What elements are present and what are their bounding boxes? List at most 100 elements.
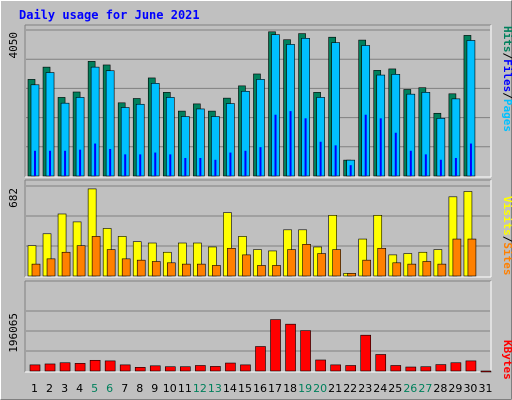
legend-part: Hits	[501, 26, 512, 53]
x-tick-label: 17	[268, 382, 282, 395]
x-tick-label: 18	[283, 382, 297, 395]
bar-sites-day-12	[197, 263, 206, 277]
bar-kbytes-day-9	[149, 365, 161, 372]
panel-legend-label: KBytes	[501, 340, 512, 380]
x-tick-label: 25	[388, 382, 402, 395]
panel-legend-label: Visits/Sites	[501, 196, 512, 276]
bar-pages-day-16	[259, 147, 262, 176]
bar-kbytes-day-26	[405, 366, 417, 372]
x-tick-label: 27	[418, 382, 432, 395]
x-tick-label: 30	[463, 382, 477, 395]
x-tick-label: 4	[76, 382, 83, 395]
bar-sites-day-2	[46, 258, 56, 277]
bar-pages-day-29	[454, 157, 457, 176]
bar-kbytes-day-12	[195, 365, 206, 372]
bar-kbytes-day-14	[225, 362, 236, 372]
bar-sites-day-10	[166, 262, 176, 277]
bar-sites-day-4	[76, 245, 86, 277]
legend-part: /	[501, 236, 512, 243]
bar-pages-day-23	[364, 114, 367, 176]
bar-sites-day-28	[437, 263, 447, 277]
bar-kbytes-day-17	[270, 319, 281, 372]
x-tick-label: 24	[373, 382, 387, 395]
bar-kbytes-day-28	[435, 364, 447, 372]
bar-kbytes-day-29	[450, 362, 462, 372]
bar-kbytes-day-6	[104, 360, 116, 372]
bar-kbytes-day-20	[315, 359, 326, 372]
bar-kbytes-day-16	[255, 346, 266, 372]
panel-visits-sites: 682 Visits/Sites	[7, 179, 512, 278]
bar-pages-day-8	[139, 154, 142, 176]
bar-pages-day-27	[424, 154, 427, 176]
bar-sites-day-11	[182, 263, 191, 277]
chart-title: Daily usage for June 2021	[19, 8, 200, 22]
bar-sites-day-30	[467, 238, 477, 277]
bar-pages-day-10	[169, 154, 172, 176]
x-tick-label: 29	[448, 382, 462, 395]
legend-part: Visits	[501, 196, 512, 236]
bar-kbytes-day-1	[29, 364, 41, 372]
bar-sites-day-29	[452, 238, 462, 277]
bar-pages-day-5	[94, 143, 97, 176]
panel-kbytes: 196065 KBytes	[7, 280, 512, 380]
bar-kbytes-day-25	[390, 365, 402, 372]
bar-sites-day-9	[151, 261, 161, 277]
bar-kbytes-day-19	[300, 330, 311, 372]
panel-max-label: 4050	[7, 32, 20, 59]
bar-sites-day-25	[392, 262, 402, 277]
bar-pages-day-12	[199, 157, 202, 176]
bar-sites-day-17	[272, 265, 281, 277]
bar-sites-day-27	[422, 261, 432, 277]
x-tick-label: 12	[193, 382, 207, 395]
bar-pages-day-28	[439, 159, 442, 176]
bar-kbytes-day-5	[89, 359, 101, 372]
bar-kbytes-day-31	[480, 370, 492, 373]
x-tick-label: 3	[61, 382, 68, 395]
bar-sites-day-8	[136, 259, 146, 277]
x-tick-label: 21	[328, 382, 342, 395]
bar-sites-day-14	[227, 247, 236, 277]
legend-part: /	[501, 92, 512, 99]
x-tick-label: 26	[403, 382, 417, 395]
x-tick-label: 14	[223, 382, 237, 395]
bar-sites-day-24	[377, 247, 387, 277]
bar-kbytes-day-2	[44, 363, 56, 372]
bar-pages-day-30	[469, 143, 472, 176]
bar-pages-day-25	[394, 132, 397, 176]
legend-part: Files	[501, 59, 512, 92]
x-tick-label: 13	[208, 382, 222, 395]
bar-pages-day-15	[244, 150, 247, 176]
bar-pages-day-4	[79, 149, 82, 176]
x-tick-label: 28	[433, 382, 447, 395]
bar-sites-day-13	[212, 265, 221, 277]
bar-pages-day-9	[154, 152, 157, 176]
x-tick-label: 20	[313, 382, 327, 395]
x-tick-label: 11	[178, 382, 192, 395]
bar-kbytes-day-10	[164, 366, 176, 372]
bar-pages-day-13	[214, 159, 217, 176]
bar-pages-day-18	[289, 111, 292, 176]
bar-sites-day-18	[287, 249, 296, 277]
x-tick-label: 31	[478, 382, 492, 395]
x-tick-label: 19	[298, 382, 312, 395]
bar-sites-day-15	[242, 254, 251, 277]
panel-max-label: 196065	[7, 313, 20, 353]
bar-sites-day-3	[61, 251, 71, 277]
bar-kbytes-day-13	[210, 366, 221, 372]
bar-kbytes-day-11	[180, 366, 191, 372]
bar-sites-day-1	[31, 263, 41, 277]
bar-kbytes-day-4	[74, 363, 86, 372]
bar-pages-day-2	[49, 150, 52, 176]
bar-pages-day-6	[109, 148, 112, 176]
bar-pages-day-24	[379, 118, 382, 176]
bar-pages-day-3	[64, 150, 67, 176]
x-tick-label: 7	[121, 382, 128, 395]
x-tick-label: 2	[46, 382, 53, 395]
bar-pages-day-21	[334, 145, 337, 176]
bar-kbytes-day-23	[360, 334, 372, 372]
bar-pages-day-26	[409, 150, 412, 176]
x-tick-label: 16	[253, 382, 267, 395]
bar-sites-day-19	[302, 244, 311, 277]
bar-kbytes-day-27	[420, 366, 432, 372]
